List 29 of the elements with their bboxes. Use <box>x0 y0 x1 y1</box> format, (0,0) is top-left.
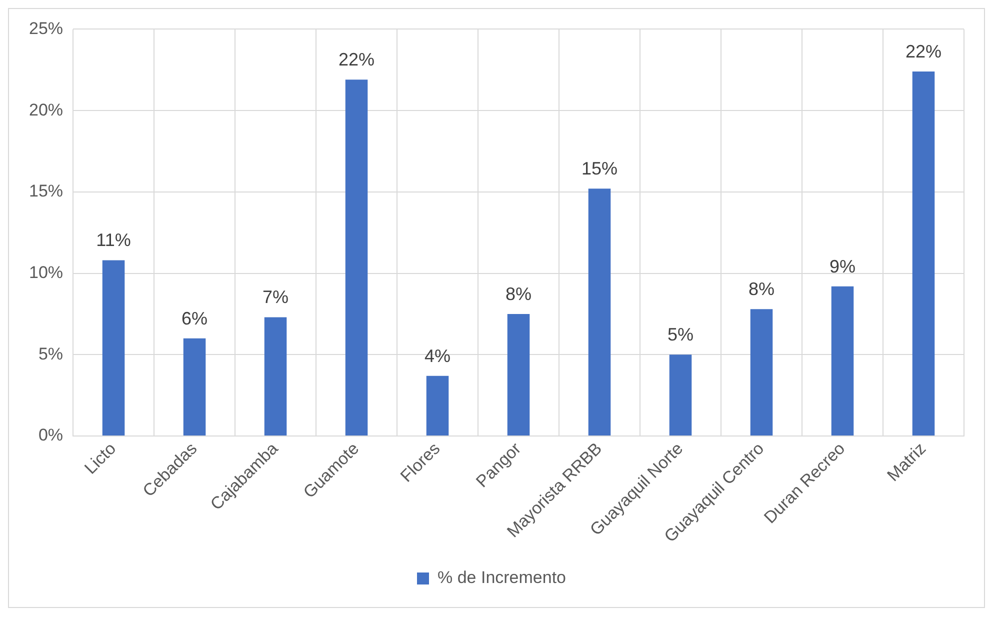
bar <box>507 314 530 436</box>
bar <box>183 338 206 436</box>
bar <box>264 317 287 436</box>
y-tick-label: 15% <box>28 182 64 201</box>
data-label: 5% <box>668 324 694 345</box>
bar <box>102 260 125 436</box>
bar <box>345 80 368 436</box>
data-label: 22% <box>905 41 942 62</box>
data-label: 7% <box>262 287 289 308</box>
bar <box>669 354 692 436</box>
data-label: 9% <box>829 256 856 276</box>
data-label: 4% <box>424 346 451 366</box>
data-label: 8% <box>748 279 775 300</box>
bar <box>912 72 935 436</box>
bar <box>426 376 449 436</box>
y-tick-label: 5% <box>38 344 64 364</box>
data-label: 15% <box>581 158 618 179</box>
data-label: 22% <box>338 50 375 70</box>
bar <box>588 188 611 436</box>
y-tick-label: 20% <box>28 100 64 120</box>
y-tick-label: 10% <box>28 262 64 282</box>
bar <box>750 309 773 436</box>
y-tick-label: 0% <box>38 426 64 445</box>
data-label: 8% <box>506 284 532 304</box>
legend-label: % de Incremento <box>437 568 566 588</box>
y-tick-label: 25% <box>28 18 64 38</box>
data-label: 11% <box>96 230 131 250</box>
data-label: 6% <box>182 308 208 328</box>
bar <box>831 286 854 436</box>
